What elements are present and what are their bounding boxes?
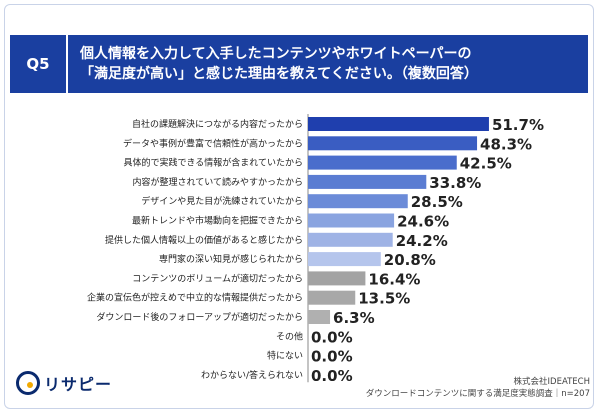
category-label: 内容が整理されていて読みやすかったから: [133, 176, 303, 188]
bar: [308, 310, 331, 324]
data-label: 20.8%: [384, 251, 436, 269]
category-label: 専門家の深い知見が感じられたから: [159, 253, 303, 265]
bar: [308, 117, 489, 131]
bar: [308, 155, 457, 170]
category-label: わからない/答えられない: [201, 369, 303, 381]
bar: [308, 174, 427, 189]
category-label: 特にない: [267, 350, 303, 362]
question-text: 個人情報を入力して入手したコンテンツやホワイトペーパーの 「満足度が高い」と感じ…: [68, 44, 588, 84]
bar: [308, 271, 366, 286]
data-label: 33.8%: [429, 174, 481, 192]
card-frame: [4, 4, 594, 409]
bar: [308, 252, 381, 267]
bar: [308, 136, 478, 151]
data-label: 13.5%: [358, 290, 410, 308]
data-label: 51.7%: [492, 116, 544, 134]
question-line-2: 「満足度が高い」と感じた理由を教えてください。（複数回答）: [80, 66, 478, 82]
data-label: 0.0%: [311, 328, 353, 346]
source-survey: ダウンロードコンテンツに関する満足度実態調査｜n=207: [365, 389, 590, 399]
bar: [308, 290, 356, 305]
data-label: 0.0%: [311, 367, 353, 385]
source-note: 株式会社IDEATECH ダウンロードコンテンツに関する満足度実態調査｜n=20…: [366, 376, 590, 400]
data-label: 24.6%: [397, 213, 449, 231]
data-label: 24.2%: [396, 232, 448, 250]
category-label: その他: [276, 330, 303, 342]
data-label: 42.5%: [460, 155, 512, 173]
category-label: 具体的で実践できる情報が含まれていたから: [123, 157, 303, 169]
data-label: 16.4%: [368, 270, 420, 288]
data-label: 28.5%: [411, 193, 463, 211]
bar: [308, 213, 395, 228]
category-label: ダウンロード後のフォローアップが適切だったから: [96, 311, 303, 323]
brand-logo: リサピー: [16, 371, 112, 395]
category-label: 自社の課題解決につながる内容だったから: [132, 118, 303, 130]
question-header: Q5 個人情報を入力して入手したコンテンツやホワイトペーパーの 「満足度が高い」…: [10, 35, 588, 93]
question-line-1: 個人情報を入力して入手したコンテンツやホワイトペーパーの: [80, 46, 472, 62]
question-number-badge: Q5: [10, 35, 68, 93]
data-label: 6.3%: [333, 309, 375, 327]
data-label: 0.0%: [311, 348, 353, 366]
category-label: デザインや見た目が洗練されていたから: [141, 195, 303, 207]
bar: [308, 232, 393, 247]
category-label: 企業の宣伝色が控えめで中立的な情報提供だったから: [87, 292, 303, 304]
bar: [308, 194, 408, 209]
category-label: 最新トレンドや市場動向を把握できたから: [132, 215, 303, 227]
category-label: データや事例が豊富で信頼性が高かったから: [123, 137, 303, 149]
category-label: コンテンツのボリュームが適切だったから: [132, 272, 303, 284]
logo-text: リサピー: [44, 375, 113, 394]
logo-ring-icon: [16, 371, 40, 395]
category-label: 提供した個人情報以上の価値があると感じたから: [105, 234, 303, 246]
data-label: 48.3%: [480, 135, 532, 153]
source-company: 株式会社IDEATECH: [513, 377, 590, 387]
